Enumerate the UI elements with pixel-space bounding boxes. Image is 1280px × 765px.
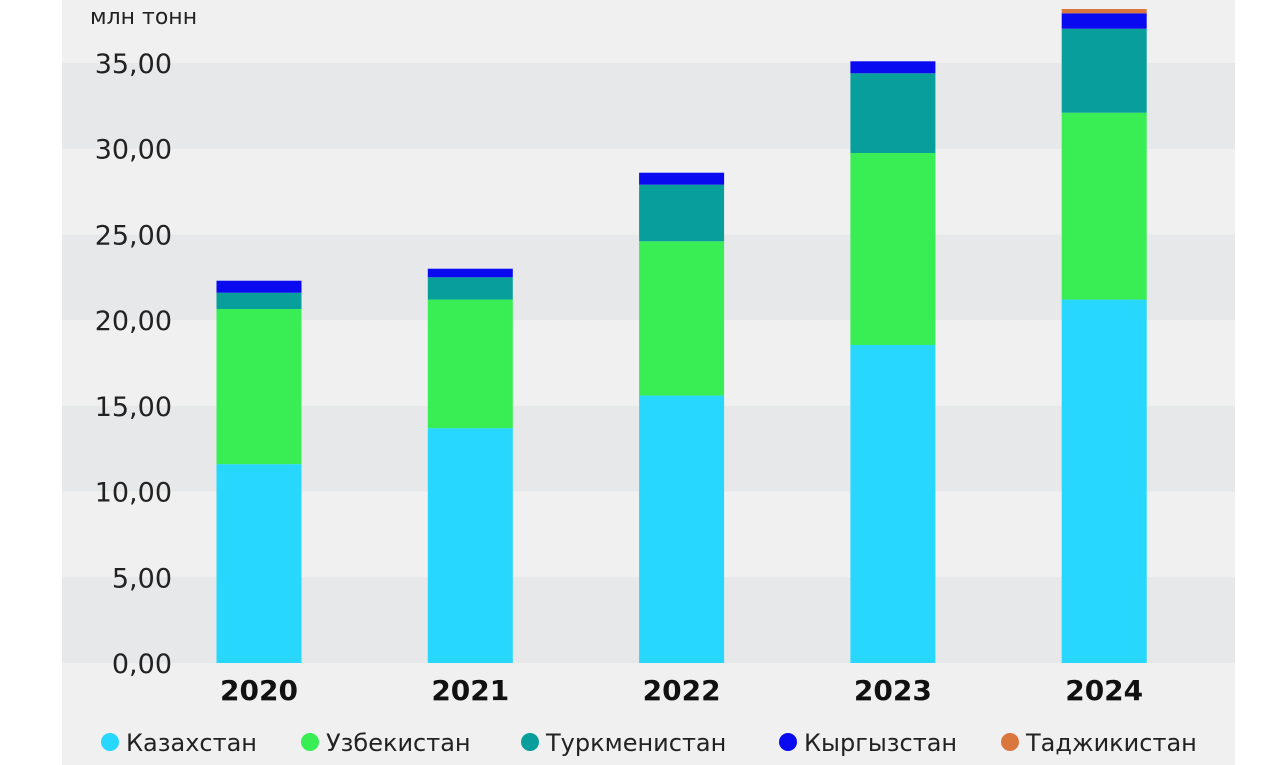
legend-marker — [521, 733, 539, 751]
bar-2020-Кыргызстан — [216, 280, 302, 293]
legend-label: Таджикистан — [1025, 729, 1197, 757]
bar-2021-Узбекистан — [427, 299, 513, 429]
y-tick-label: 5,00 — [112, 563, 172, 594]
bar-2024-Таджикистан — [1061, 9, 1147, 14]
y-tick-label: 10,00 — [95, 478, 172, 509]
bar-2024-Казахстан — [1061, 299, 1147, 663]
grid-band — [62, 63, 1235, 149]
bar-2022-Кыргызстан — [639, 172, 725, 185]
y-tick-label: 0,00 — [112, 649, 172, 680]
y-tick-label: 25,00 — [95, 220, 172, 251]
legend-marker — [101, 733, 119, 751]
legend-label: Казахстан — [126, 729, 257, 757]
legend-marker — [301, 733, 319, 751]
y-tick-label: 15,00 — [95, 392, 172, 423]
x-tick-label: 2023 — [854, 674, 932, 707]
legend-marker — [779, 733, 797, 751]
bar-2020-Казахстан — [216, 464, 302, 663]
bar-2022-Узбекистан — [639, 241, 725, 396]
legend-marker — [1001, 733, 1019, 751]
y-axis-unit-label: млн тонн — [90, 5, 197, 30]
bar-2020-Туркменистан — [216, 292, 302, 309]
bar-2024-Кыргызстан — [1061, 13, 1147, 29]
bar-2021-Казахстан — [427, 428, 513, 663]
y-tick-label: 35,00 — [95, 49, 172, 80]
y-tick-label: 20,00 — [95, 306, 172, 337]
x-tick-label: 2022 — [643, 674, 721, 707]
bar-2024-Туркменистан — [1061, 28, 1147, 113]
bar-2020-Узбекистан — [216, 309, 302, 465]
bar-2021-Кыргызстан — [427, 268, 513, 278]
y-tick-label: 30,00 — [95, 135, 172, 166]
bar-2023-Узбекистан — [850, 153, 936, 345]
x-tick-label: 2024 — [1065, 674, 1143, 707]
bar-2022-Туркменистан — [639, 184, 725, 242]
bar-2023-Кыргызстан — [850, 61, 936, 74]
legend-label: Туркменистан — [545, 729, 726, 757]
legend-label: Кыргызстан — [804, 729, 957, 757]
x-tick-label: 2020 — [220, 674, 298, 707]
x-tick-label: 2021 — [431, 674, 509, 707]
bar-2023-Казахстан — [850, 345, 936, 663]
bar-2024-Узбекистан — [1061, 112, 1147, 300]
bar-2021-Туркменистан — [427, 277, 513, 300]
legend-label: Узбекистан — [326, 729, 471, 757]
bar-2022-Казахстан — [639, 395, 725, 663]
bar-2023-Туркменистан — [850, 73, 936, 153]
